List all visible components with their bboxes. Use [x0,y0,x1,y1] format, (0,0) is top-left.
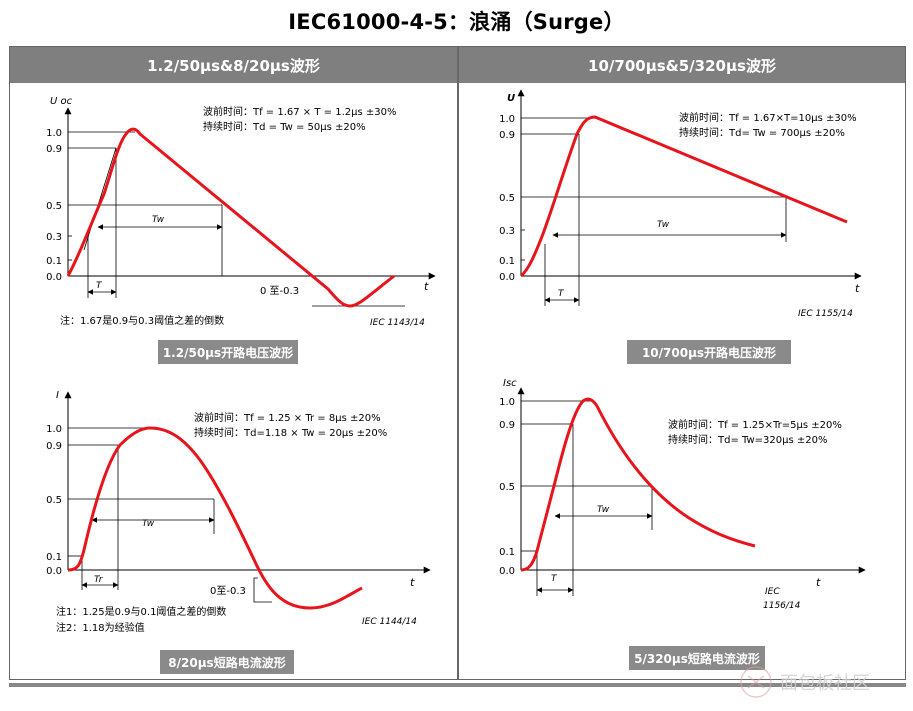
tick-label: 0.3 [499,226,515,237]
tick-label: 0.9 [46,144,62,155]
waveform-curve [520,397,756,572]
tick-label: 0.1 [499,547,515,558]
tw-label: Tw [152,215,165,225]
iec-ref: IEC 1144/14 [362,617,417,627]
duration-text: 持续时间：Td = Tw = 50μs ±20% [203,120,366,133]
note-text: 注：1.67是0.9与0.3阈值之差的倒数 [60,314,224,327]
tick-label: 0.0 [499,272,515,283]
x-axis-label: t [424,280,429,293]
tick-label: 0.5 [499,482,515,493]
duration-text: 持续时间：Td= Tw=320μs ±20% [668,433,827,446]
tick-label: 0.9 [46,441,62,452]
tick-label: 0.3 [46,232,62,243]
tw-label: Tw [142,519,155,529]
tick-label: 1.0 [499,114,515,125]
tick-label: 0.1 [499,256,515,267]
tick-label: 0.0 [499,566,515,577]
panel-voltage-1-2-50: U oc t 1.0 0.9 0.5 0.3 0.1 0.0 Tw T 0 至-… [46,96,436,328]
tick-label: 0.5 [46,495,62,506]
caption-current-5-320: 5/320μs短路电流波形 [629,646,765,670]
tick-label: 0.5 [46,201,62,212]
bottom-rule [9,683,906,687]
tick-label: 0.5 [499,193,515,204]
y-axis-label: U [507,93,515,104]
waveform-curve [67,426,363,610]
watermark-icon: 面包板社区 [740,666,870,698]
column-divider [457,47,459,680]
iec-ref: IEC 1143/14 [370,318,425,328]
panel-voltage-10-700: U t 1.0 0.9 0.5 0.3 0.1 0.0 Tw T 波前时间：Tf… [499,89,862,319]
tr-label: Tr [94,575,104,585]
tick-label: 0.9 [499,420,515,431]
caption-voltage-1-2-50: 1.2/50μs开路电压波形 [158,340,298,364]
page-title: IEC61000-4-5：浪涌（Surge） [288,10,625,34]
panel-current-8-20: I t 1.0 0.9 0.5 0.1 0.0 Tw Tr 0至-0.3 波前时… [46,390,431,634]
tick-label: 0.0 [46,272,62,283]
tick-label: 0.1 [46,256,62,267]
note-text-2: 注2：1.18为经验值 [56,621,145,634]
front-time-text: 波前时间：Tf = 1.67 × T = 1.2μs ±30% [203,105,396,118]
header-left: 1.2/50μs&8/20μs波形 [10,47,457,83]
tick-label: 0.0 [46,566,62,577]
x-axis-label: t [816,576,821,589]
undershoot-label: 0至-0.3 [210,585,246,597]
t-label: T [96,281,103,291]
x-axis-label: t [855,282,860,295]
undershoot-label: 0 至-0.3 [260,285,299,297]
caption-voltage-10-700: 10/700μs开路电压波形 [627,340,791,364]
y-axis-label: I [56,390,59,401]
tw-label: Tw [597,505,610,515]
y-axis-label: Isc [503,378,517,389]
iec-ref: IEC 1155/14 [798,309,853,319]
x-axis-label: t [410,576,415,589]
panel-current-5-320: Isc t 1.0 0.9 0.5 0.1 0.0 Tw T 波前时间：Tf =… [499,378,866,611]
iec-ref-2: 1156/14 [763,601,801,611]
duration-text: 持续时间：Td=1.18 × Tw = 20μs ±20% [194,426,387,439]
tick-label: 0.1 [46,552,62,563]
watermark-text: 面包板社区 [780,673,870,694]
waveform-curve [519,115,848,278]
tw-label: Tw [657,220,670,230]
tick-label: 1.0 [499,397,515,408]
y-axis-label: U oc [50,96,73,107]
front-time-text: 波前时间：Tf = 1.67×T=10μs ±30% [679,111,857,124]
note-text-1: 注1：1.25是0.9与0.1阈值之差的倒数 [56,605,226,618]
front-time-text: 波前时间：Tf = 1.25 × Tr = 8μs ±20% [194,411,381,424]
header-right: 10/700μs&5/320μs波形 [459,47,905,83]
front-time-text: 波前时间：Tf = 1.25×Tr=5μs ±20% [668,418,842,431]
tick-label: 0.9 [499,130,515,141]
waveform-curve [66,127,395,308]
t-label: T [551,574,558,584]
duration-text: 持续时间：Td= Tw = 700μs ±20% [679,126,845,139]
t-label: T [558,289,565,299]
tick-label: 1.0 [46,128,62,139]
tick-label: 1.0 [46,424,62,435]
caption-current-8-20: 8/20μs短路电流波形 [160,650,294,674]
iec-ref-1: IEC [765,587,780,597]
watermark-logo: 面包板社区 [736,662,906,702]
